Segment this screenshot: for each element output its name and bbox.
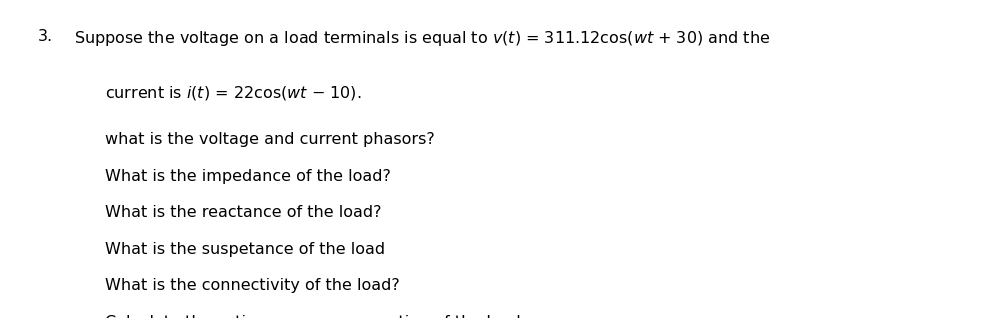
Text: What is the suspetance of the load: What is the suspetance of the load — [105, 242, 385, 257]
Text: What is the reactance of the load?: What is the reactance of the load? — [105, 205, 382, 220]
Text: what is the voltage and current phasors?: what is the voltage and current phasors? — [105, 132, 435, 147]
Text: Suppose the voltage on a load terminals is equal to $v(t)$ = 311.12cos($wt$ + 30: Suppose the voltage on a load terminals … — [74, 29, 770, 48]
Text: current is $i(t)$ = 22cos($wt$ − 10).: current is $i(t)$ = 22cos($wt$ − 10). — [105, 84, 361, 102]
Text: 3.: 3. — [37, 29, 52, 44]
Text: What is the connectivity of the load?: What is the connectivity of the load? — [105, 278, 400, 293]
Text: What is the impedance of the load?: What is the impedance of the load? — [105, 169, 391, 183]
Text: Calculate the active power consumption of the load.: Calculate the active power consumption o… — [105, 315, 526, 318]
